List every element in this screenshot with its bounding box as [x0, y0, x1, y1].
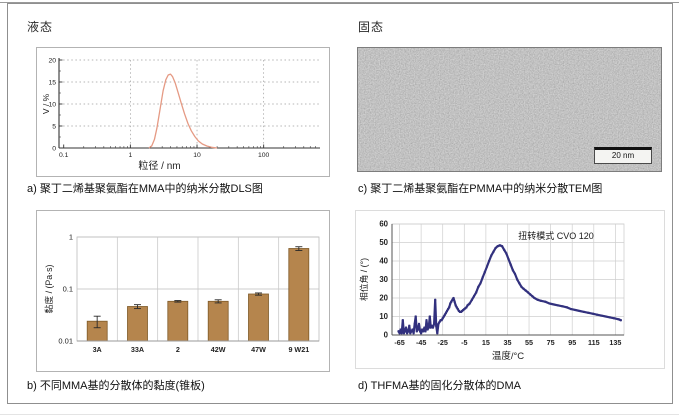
dma-plot: -65 -45 -25 -5 15 35 55 75 95 115 135 0 10 20 30 40 50 60… — [358, 220, 625, 362]
svg-text:-45: -45 — [416, 338, 426, 347]
svg-text:V / %: V / % — [41, 93, 51, 114]
top-rule — [0, 2, 679, 3]
svg-text:75: 75 — [547, 338, 555, 347]
caption-b: b) 不同MMA基的分散体的黏度(锥板) — [27, 380, 205, 392]
svg-text:47W: 47W — [251, 345, 266, 354]
svg-text:10: 10 — [193, 152, 201, 159]
svg-text:相位角 / (°): 相位角 / (°) — [358, 258, 369, 301]
svg-text:15: 15 — [48, 79, 56, 86]
svg-text:20: 20 — [379, 294, 388, 303]
svg-text:10: 10 — [379, 312, 388, 321]
svg-text:10: 10 — [48, 101, 56, 108]
viscosity-bar-plot: 0.01 0.1 1 3A 33A 2 42W 47W 9 W21 黏度 / (Pa·s) — [43, 233, 320, 354]
svg-text:135: 135 — [609, 338, 621, 347]
caption-c: c) 聚丁二烯基聚氨酯在PMMA中的纳米分散TEM图 — [358, 183, 603, 195]
svg-text:2: 2 — [176, 345, 180, 354]
svg-text:0: 0 — [384, 331, 389, 340]
svg-text:0.1: 0.1 — [59, 152, 69, 159]
dls-plot: 0.1 1 10 100 0 5 10 15 20 粒径 / nm V / % — [41, 57, 320, 172]
svg-text:1: 1 — [69, 233, 73, 242]
svg-text:30: 30 — [379, 275, 388, 284]
panel-b-viscosity-chart: 0.01 0.1 1 3A 33A 2 42W 47W 9 W21 黏度 / (Pa·s) — [36, 210, 330, 372]
svg-text:5: 5 — [52, 123, 56, 130]
svg-text:100: 100 — [258, 152, 270, 159]
svg-text:95: 95 — [568, 338, 576, 347]
svg-text:粒径 / nm: 粒径 / nm — [138, 159, 180, 172]
svg-text:15: 15 — [482, 338, 490, 347]
svg-text:55: 55 — [525, 338, 533, 347]
liquid-state-label: 液态 — [27, 20, 54, 34]
tem-scale-bar-label: 20 nm — [611, 151, 635, 160]
svg-text:黏度 / (Pa·s): 黏度 / (Pa·s) — [43, 264, 54, 313]
svg-text:40: 40 — [379, 257, 388, 266]
svg-text:温度/°C: 温度/°C — [492, 350, 524, 362]
svg-text:50: 50 — [379, 238, 388, 247]
svg-text:9 W21: 9 W21 — [288, 345, 309, 354]
solid-state-label: 固态 — [358, 20, 385, 34]
panel-a-dls-chart: 0.1 1 10 100 0 5 10 15 20 粒径 / nm V / % — [36, 47, 330, 177]
svg-text:扭转模式 CVO 120: 扭转模式 CVO 120 — [518, 230, 594, 241]
svg-text:-65: -65 — [394, 338, 404, 347]
svg-text:0.01: 0.01 — [58, 337, 73, 346]
svg-text:-5: -5 — [461, 338, 467, 347]
panel-d-dma-chart: -65 -45 -25 -5 15 35 55 75 95 115 135 0 10 20 30 40 50 60… — [355, 210, 665, 369]
caption-a: a) 聚丁二烯基聚氨酯在MMA中的纳米分散DLS图 — [27, 183, 263, 195]
svg-text:0.1: 0.1 — [63, 285, 73, 294]
svg-text:20: 20 — [48, 57, 56, 64]
panel-c-tem-image: 20 nm — [357, 47, 662, 172]
tem-scale-bar: 20 nm — [594, 147, 652, 164]
svg-text:35: 35 — [503, 338, 511, 347]
svg-text:33A: 33A — [131, 345, 144, 354]
svg-text:42W: 42W — [211, 345, 226, 354]
bottom-rule — [0, 414, 679, 415]
svg-text:0: 0 — [52, 145, 56, 152]
caption-d: d) THFMA基的固化分散体的DMA — [358, 380, 521, 392]
svg-text:-25: -25 — [438, 338, 448, 347]
svg-text:60: 60 — [379, 220, 388, 229]
svg-text:115: 115 — [588, 338, 600, 347]
svg-text:1: 1 — [128, 152, 132, 159]
svg-text:3A: 3A — [93, 345, 102, 354]
